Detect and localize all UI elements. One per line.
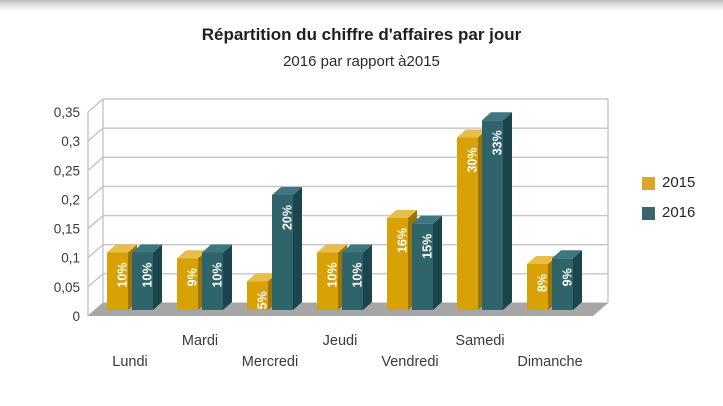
legend-swatch-2015 <box>642 176 655 190</box>
bar-2015-samedi <box>457 137 478 310</box>
y-axis-tick-label: 0,35 <box>54 105 80 120</box>
x-axis-label-mercredi: Mercredi <box>242 354 298 370</box>
y-tick-perspective-line <box>87 215 104 230</box>
bar-top-2015-mardi <box>177 250 207 259</box>
y-axis-tick-label: 0,3 <box>61 134 80 149</box>
bar-2016-mercredi <box>272 195 293 310</box>
y-axis-tick-label: 0,25 <box>54 163 80 178</box>
bar-side-2016-jeudi <box>363 244 372 310</box>
bar-data-label: 10% <box>116 263 130 288</box>
legend-label: 2015 <box>662 174 696 191</box>
y-axis-tick-label: 0,15 <box>54 222 80 237</box>
bar-2015-vendredi <box>387 218 408 310</box>
x-axis-label-lundi: Lundi <box>112 354 147 370</box>
bar-2016-vendredi <box>412 223 433 310</box>
x-axis-label-dimanche: Dimanche <box>517 354 582 370</box>
bar-data-label: 33% <box>491 130 505 155</box>
bar-top-2016-dimanche <box>552 250 582 259</box>
y-tick-perspective-line <box>87 98 104 113</box>
bar-2016-mardi <box>202 252 223 310</box>
bar-top-2016-mardi <box>202 244 232 253</box>
bar-2015-mercredi <box>247 281 268 310</box>
x-axis-label-mardi: Mardi <box>182 333 218 349</box>
bar-side-2016-vendredi <box>433 215 442 310</box>
bar-top-2016-vendredi <box>412 215 442 224</box>
bar-2015-mardi <box>177 258 198 310</box>
bar-2016-lundi <box>132 252 153 310</box>
legend-item-2015: 2015 <box>642 174 696 191</box>
bar-top-2016-jeudi <box>342 244 372 253</box>
window-edge-band <box>0 0 723 11</box>
bar-side-2016-mardi <box>223 244 232 310</box>
bar-top-2015-dimanche <box>527 256 557 264</box>
bar-side-2016-mercredi <box>293 187 302 310</box>
y-tick-perspective-line <box>87 127 104 142</box>
bar-top-2015-jeudi <box>317 244 347 253</box>
x-axis-label-jeudi: Jeudi <box>323 333 358 349</box>
y-axis-tick-label: 0,1 <box>61 251 80 266</box>
x-axis-label-vendredi: Vendredi <box>381 354 438 370</box>
bar-data-label: 10% <box>351 263 365 288</box>
chart-legend: 2015 2016 <box>642 174 696 236</box>
bar-data-label: 10% <box>141 263 155 288</box>
x-axis-label-samedi: Samedi <box>455 333 504 349</box>
bar-data-label: 16% <box>396 228 410 253</box>
bar-top-2015-mercredi <box>247 273 277 282</box>
bar-2016-samedi <box>482 120 503 310</box>
bar-side-2016-samedi <box>503 112 512 310</box>
y-axis-tick-label: 0,2 <box>61 192 80 207</box>
bar-side-2016-lundi <box>153 244 162 310</box>
bar-top-2015-lundi <box>107 244 137 253</box>
bar-data-label: 9% <box>186 268 200 286</box>
bar-2016-dimanche <box>552 258 573 310</box>
bar-data-label: 9% <box>561 268 575 286</box>
bar-data-label: 10% <box>211 263 225 288</box>
bar-2015-dimanche <box>527 264 548 310</box>
legend-label: 2016 <box>662 204 696 221</box>
bar-top-2016-lundi <box>132 244 162 253</box>
y-tick-perspective-line <box>87 185 104 200</box>
bar-top-2015-samedi <box>457 129 487 138</box>
bar-data-label: 10% <box>326 263 340 288</box>
y-tick-perspective-line <box>87 244 104 259</box>
y-axis-tick-label: 0 <box>72 309 80 324</box>
bar-data-label: 30% <box>466 148 480 173</box>
bar-top-2016-samedi <box>482 112 512 121</box>
y-tick-perspective-line <box>87 273 104 288</box>
bar-top-2015-vendredi <box>387 210 417 218</box>
y-tick-perspective-line <box>87 156 104 171</box>
chart-title: Répartition du chiffre d'affaires par jo… <box>201 25 522 44</box>
bar-2015-lundi <box>107 252 128 310</box>
legend-swatch-2016 <box>642 206 655 220</box>
y-axis-tick-label: 0,05 <box>54 280 80 295</box>
legend-item-2016: 2016 <box>642 204 696 221</box>
bar-top-2016-mercredi <box>272 187 302 195</box>
chart-subtitle: 2016 par rapport à2015 <box>283 53 440 70</box>
bar-data-label: 20% <box>281 205 295 230</box>
bar-data-label: 5% <box>256 291 270 309</box>
bar-2015-jeudi <box>317 252 338 310</box>
bar-data-label: 8% <box>536 274 550 292</box>
bar-2016-jeudi <box>342 252 363 310</box>
bar-side-2016-dimanche <box>573 250 582 310</box>
bar-data-label: 15% <box>421 234 435 259</box>
